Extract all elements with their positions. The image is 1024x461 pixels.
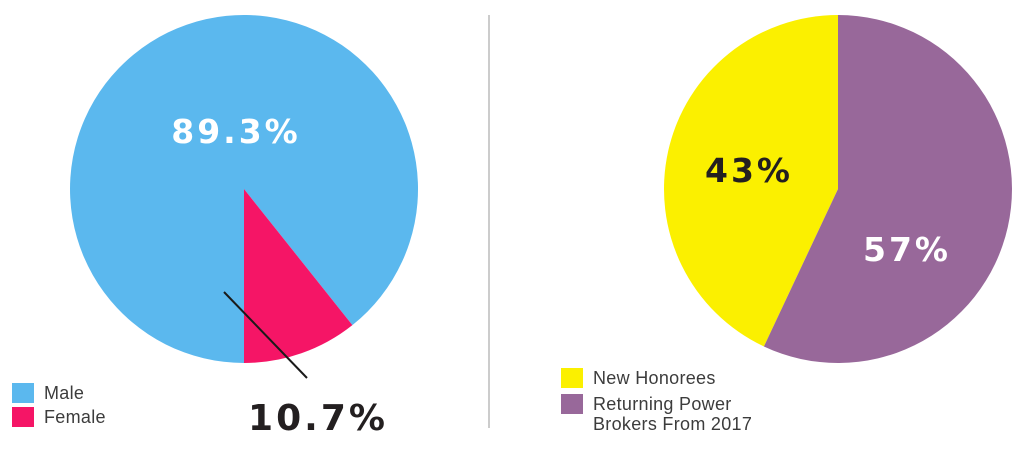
legend-label-returning-line1: Returning Power	[593, 394, 732, 414]
gender-legend: Male Female	[12, 383, 212, 433]
new-honorees-percentage-label: 43%	[705, 151, 793, 190]
new-honorees-swatch	[561, 368, 583, 388]
honorees-slice-returning-power-brokers-from-2017	[763, 15, 1012, 363]
returning-swatch	[561, 394, 583, 414]
legend-label-female: Female	[44, 407, 106, 427]
gender-slice-male	[70, 15, 419, 364]
legend-label-male: Male	[44, 383, 85, 403]
honorees-pie-chart	[663, 15, 1012, 363]
male-swatch	[12, 383, 34, 403]
female-swatch	[12, 407, 34, 427]
gender-pie-chart	[70, 15, 419, 364]
legend-label-returning-line2: Brokers From 2017	[593, 414, 753, 434]
female-percentage-label: 10.7%	[248, 398, 388, 439]
legend-label-new-honorees: New Honorees	[593, 368, 716, 388]
honorees-slice-new-honorees	[663, 15, 838, 347]
returning-percentage-label: 57%	[863, 230, 951, 269]
female-leader-line	[223, 291, 308, 379]
male-percentage-label: 89.3%	[171, 112, 301, 151]
gender-slice-female	[244, 189, 353, 363]
honorees-legend: New Honorees Returning Power Brokers Fro…	[561, 368, 861, 438]
